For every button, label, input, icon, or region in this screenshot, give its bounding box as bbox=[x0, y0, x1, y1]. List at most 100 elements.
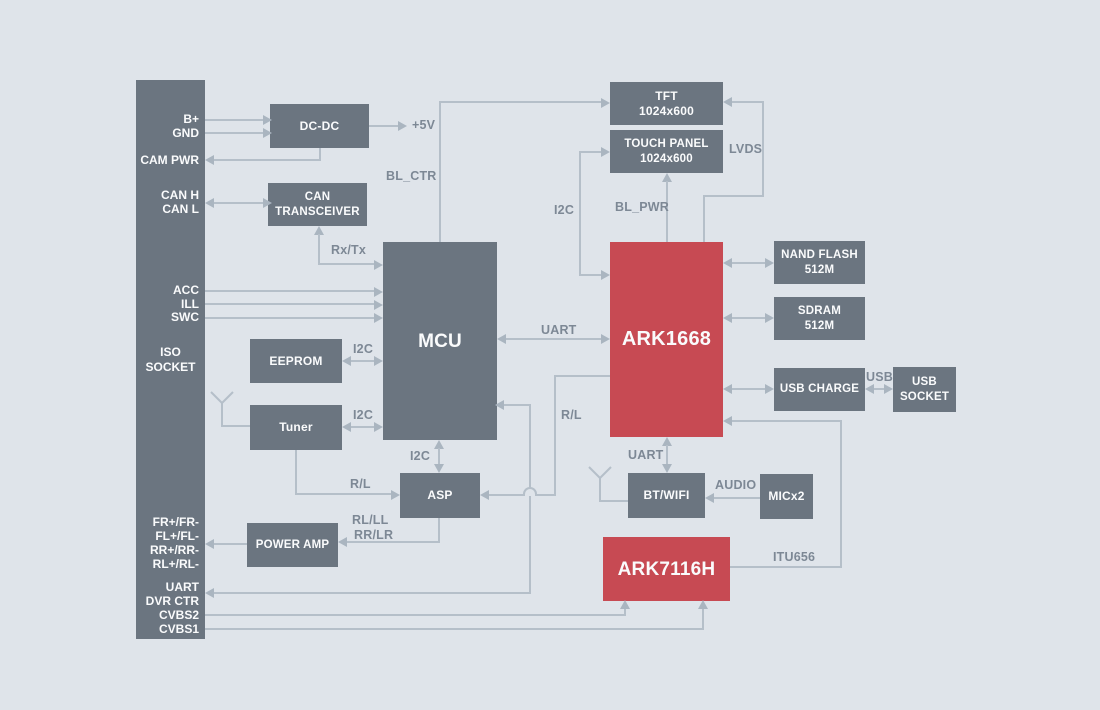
arrow-5v bbox=[398, 121, 407, 131]
wire-cvbs2-h bbox=[205, 614, 626, 616]
label-usb: USB bbox=[866, 370, 893, 384]
arrow-rxtx-right bbox=[374, 260, 383, 270]
bar-label-swc: SWC bbox=[171, 310, 199, 324]
wire-crossover-hop bbox=[523, 487, 537, 496]
wire-lvds-h2 bbox=[731, 101, 764, 103]
wire-itu656-h2 bbox=[732, 420, 842, 422]
arrow-i2c-ark1668 bbox=[601, 270, 610, 280]
block-usb-socket-line2: SOCKET bbox=[899, 390, 950, 403]
arrow-audio bbox=[705, 493, 714, 503]
wire-bt-antenna bbox=[599, 500, 628, 502]
wire-cam-pwr-v bbox=[319, 148, 321, 160]
wire-gnd bbox=[205, 132, 264, 134]
arrow-bl-ctr-tft bbox=[601, 98, 610, 108]
label-5v: +5V bbox=[412, 118, 436, 132]
label-rr-lr: RR/LR bbox=[354, 528, 394, 542]
block-dc-dc: DC-DC bbox=[270, 104, 369, 148]
bt-antenna-icon bbox=[588, 466, 612, 501]
block-touch-panel: TOUCH PANEL 1024x600 bbox=[610, 130, 723, 173]
arrow-cvbs2 bbox=[620, 600, 630, 609]
wire-can bbox=[213, 202, 264, 204]
block-ark7116h: ARK7116H bbox=[603, 537, 730, 601]
arrow-poweramp-out bbox=[205, 539, 214, 549]
block-nand-line1: NAND FLASH bbox=[781, 248, 858, 261]
bar-label-gnd: GND bbox=[172, 126, 199, 140]
wire-5v bbox=[369, 125, 400, 127]
arrow-i2c-asp-up bbox=[434, 440, 444, 449]
block-asp: ASP bbox=[400, 473, 480, 518]
block-asp-label: ASP bbox=[427, 488, 453, 502]
block-bt-wifi-label: BT/WIFI bbox=[643, 488, 690, 502]
bar-label-fr: FR+/FR- bbox=[152, 515, 199, 529]
block-micx2: MICx2 bbox=[760, 474, 813, 519]
bar-label-rl: RL+/RL- bbox=[152, 557, 199, 571]
wire-i2c-eeprom bbox=[350, 360, 376, 362]
arrow-usb-left bbox=[865, 384, 874, 394]
wire-cvbs1-h bbox=[205, 628, 704, 630]
block-usb-charge: USB CHARGE bbox=[774, 368, 865, 411]
arrow-gnd bbox=[263, 128, 272, 138]
bar-label-fl: FL+/FL- bbox=[155, 529, 199, 543]
arrow-nand-left bbox=[723, 258, 732, 268]
block-power-amp: POWER AMP bbox=[247, 523, 338, 567]
arrow-usb-charge-right bbox=[765, 384, 774, 394]
arrow-cam-pwr bbox=[205, 155, 214, 165]
label-uart-main: UART bbox=[541, 323, 577, 337]
block-usb-socket: USB SOCKET bbox=[893, 367, 956, 412]
wire-i2c-touch-v bbox=[579, 152, 581, 275]
label-rl-ark: R/L bbox=[561, 408, 582, 422]
wire-dvr-uart-v bbox=[529, 405, 531, 594]
arrow-sdram-left bbox=[723, 313, 732, 323]
bar-label-dvr-ctr: DVR CTR bbox=[145, 594, 199, 608]
bar-label-cvbs2: CVBS2 bbox=[158, 608, 199, 622]
block-tft-line1: TFT bbox=[655, 88, 678, 103]
wire-nand bbox=[732, 262, 766, 264]
block-tuner: Tuner bbox=[250, 405, 342, 450]
bar-label-cvbs1: CVBS1 bbox=[158, 622, 199, 636]
arrow-dvr-uart-bar bbox=[205, 588, 214, 598]
arrow-usb-right bbox=[884, 384, 893, 394]
wire-cam-pwr-h bbox=[213, 159, 321, 161]
wire-itu656-h1 bbox=[730, 566, 842, 568]
bar-label-b-plus: B+ bbox=[183, 112, 199, 126]
wire-bl-pwr bbox=[666, 181, 668, 242]
block-power-amp-label: POWER AMP bbox=[255, 538, 330, 551]
arrow-b-plus bbox=[263, 115, 272, 125]
block-micx2-label: MICx2 bbox=[768, 489, 805, 503]
label-rl-ll: RL/LL bbox=[352, 513, 389, 527]
bar-label-can-h: CAN H bbox=[161, 188, 199, 202]
arrow-uart-bt-down bbox=[662, 464, 672, 473]
bar-label-iso: ISO bbox=[160, 345, 181, 359]
label-uart-bt: UART bbox=[628, 448, 664, 462]
block-mcu-label: MCU bbox=[418, 330, 462, 352]
label-bl-ctr: BL_CTR bbox=[386, 169, 437, 183]
block-tft-line2: 1024x600 bbox=[639, 103, 694, 118]
block-eeprom-label: EEPROM bbox=[269, 353, 323, 368]
wire-b-plus bbox=[205, 119, 264, 121]
label-audio: AUDIO bbox=[715, 478, 757, 492]
arrow-bl-pwr bbox=[662, 173, 672, 182]
label-rl-tuner: R/L bbox=[350, 477, 371, 491]
label-bl-pwr: BL_PWR bbox=[615, 200, 669, 214]
wire-rxtx-v bbox=[318, 234, 320, 264]
wire-itu656-v bbox=[840, 421, 842, 568]
arrow-i2c-eeprom-right bbox=[374, 356, 383, 366]
block-nand-flash: NAND FLASH 512M bbox=[774, 241, 865, 284]
wire-rl-ark-h1 bbox=[555, 375, 610, 377]
wire-uart-main bbox=[505, 338, 602, 340]
bar-label-acc: ACC bbox=[173, 283, 199, 297]
wire-uart-bt bbox=[666, 445, 668, 465]
label-i2c-eeprom: I2C bbox=[353, 342, 374, 356]
wire-acc bbox=[205, 290, 375, 292]
wire-i2c-touch-top bbox=[579, 151, 603, 153]
arrow-tuner-rl bbox=[391, 490, 400, 500]
wire-usb-charge bbox=[732, 388, 766, 390]
wire-dvr-uart-h bbox=[213, 592, 530, 594]
block-eeprom: EEPROM bbox=[250, 339, 342, 383]
label-itu656: ITU656 bbox=[773, 550, 816, 564]
label-i2c-touch: I2C bbox=[554, 203, 575, 217]
arrow-i2c-touch bbox=[601, 147, 610, 157]
iso-socket-bar bbox=[136, 80, 205, 639]
wire-rl-ark-v bbox=[554, 375, 556, 496]
